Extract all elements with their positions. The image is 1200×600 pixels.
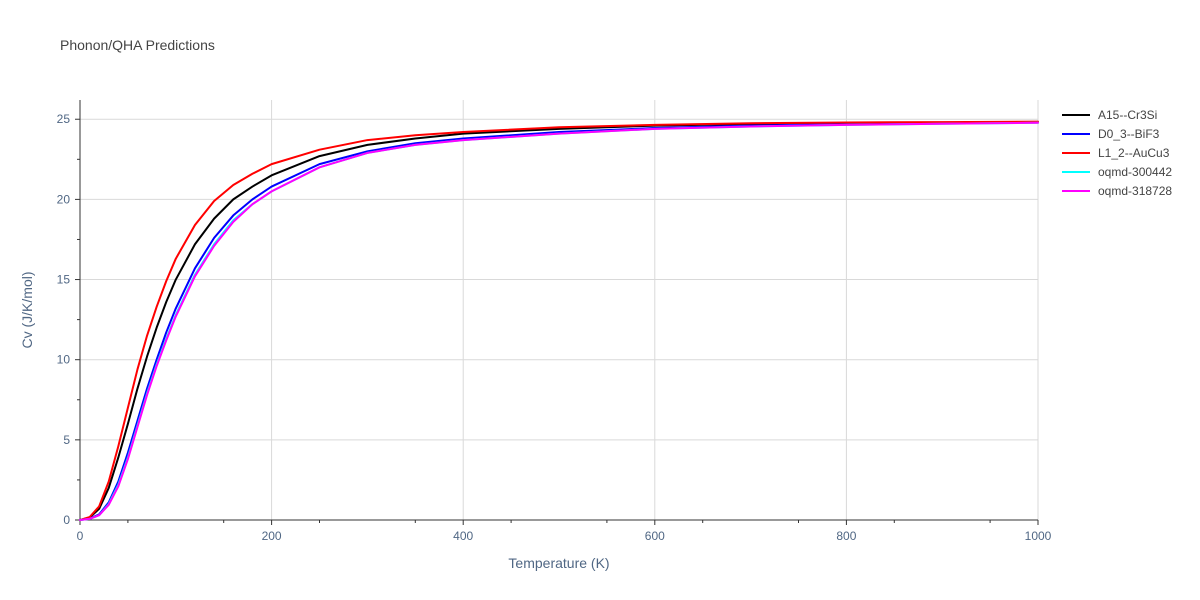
legend[interactable]: A15--Cr3Si D0_3--BiF3 L1_2--AuCu3 oqmd-3004… bbox=[1062, 108, 1172, 198]
x-tick-label: 600 bbox=[645, 529, 665, 543]
series-group bbox=[79, 120, 1039, 521]
axes: 0 200 400 600 800 1000 0 5 10 15 20 25 bbox=[57, 100, 1052, 543]
series-line bbox=[79, 121, 1039, 521]
grid bbox=[80, 100, 1039, 520]
series-line bbox=[79, 121, 1039, 521]
legend-item[interactable]: A15--Cr3Si bbox=[1062, 108, 1157, 122]
y-tick-label: 20 bbox=[57, 192, 71, 206]
legend-label: L1_2--AuCu3 bbox=[1098, 146, 1170, 160]
y-tick-label: 25 bbox=[57, 112, 71, 126]
series-line bbox=[79, 121, 1039, 521]
y-tick-label: 15 bbox=[57, 273, 71, 287]
legend-label: oqmd-300442 bbox=[1098, 165, 1172, 179]
y-tick-label: 5 bbox=[63, 433, 70, 447]
y-tick-label: 10 bbox=[57, 353, 71, 367]
series-line bbox=[79, 120, 1039, 521]
x-tick-label: 800 bbox=[836, 529, 856, 543]
y-tick-label: 0 bbox=[63, 513, 70, 527]
legend-item[interactable]: D0_3--BiF3 bbox=[1062, 127, 1160, 141]
legend-item[interactable]: L1_2--AuCu3 bbox=[1062, 146, 1170, 160]
legend-label: A15--Cr3Si bbox=[1098, 108, 1157, 122]
x-tick-label: 200 bbox=[262, 529, 282, 543]
series-line bbox=[79, 121, 1039, 521]
chart-title: Phonon/QHA Predictions bbox=[60, 37, 215, 53]
legend-item[interactable]: oqmd-300442 bbox=[1062, 165, 1172, 179]
legend-label: D0_3--BiF3 bbox=[1098, 127, 1160, 141]
y-axis-title: Cv (J/K/mol) bbox=[19, 272, 35, 349]
legend-label: oqmd-318728 bbox=[1098, 184, 1172, 198]
x-axis-title: Temperature (K) bbox=[508, 555, 609, 571]
x-tick-label: 0 bbox=[77, 529, 84, 543]
legend-item[interactable]: oqmd-318728 bbox=[1062, 184, 1172, 198]
x-tick-label: 400 bbox=[453, 529, 473, 543]
x-tick-label: 1000 bbox=[1025, 529, 1052, 543]
